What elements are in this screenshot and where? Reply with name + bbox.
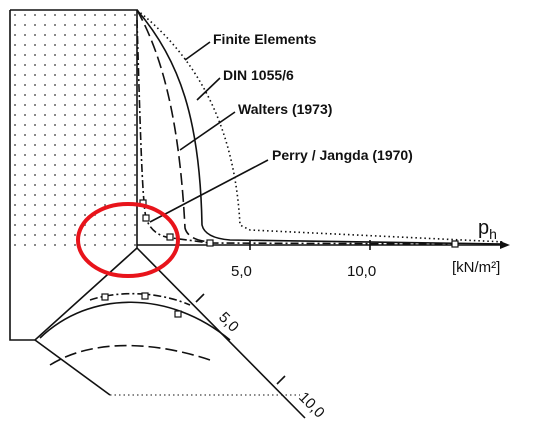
label: DIN 1055/6	[223, 67, 294, 83]
curve-din	[136, 9, 506, 245]
leader-lines	[149, 41, 269, 223]
perry-markers	[139, 199, 459, 248]
axis-arrow	[500, 241, 510, 249]
silo-fill	[10, 10, 137, 248]
hopper-curve-perry	[89, 292, 191, 306]
tick-label: 5,0	[231, 263, 252, 280]
hopper-edge	[34, 339, 111, 396]
hopper-curve-din	[39, 301, 231, 341]
curve-walters	[136, 9, 211, 243]
subscript: h	[489, 226, 497, 242]
curve-perry	[136, 19, 456, 245]
label: Finite Elements	[213, 31, 317, 47]
tick	[195, 293, 205, 303]
label: Walters (1973)	[238, 101, 332, 117]
tick	[276, 375, 286, 385]
axis-symbol: ph	[478, 217, 497, 242]
axis-unit: [kN/m²]	[452, 259, 500, 276]
hopper-markers	[101, 292, 182, 318]
tick-label: 10,0	[295, 389, 328, 422]
symbol: p	[478, 217, 489, 239]
highlight-circle	[76, 202, 180, 278]
hopper-curve-walters	[49, 344, 211, 366]
tick-label: 10,0	[347, 263, 376, 280]
label: Perry / Jangda (1970)	[272, 147, 413, 163]
